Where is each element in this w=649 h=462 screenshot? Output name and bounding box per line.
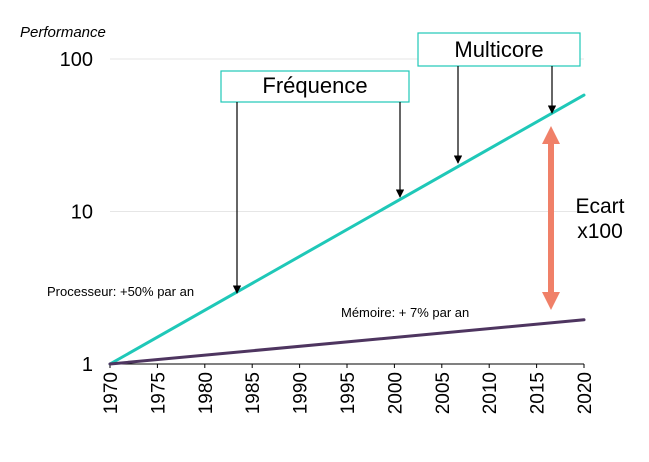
x-tick-label: 1975 (148, 372, 169, 414)
multicore-box (417, 32, 581, 67)
series-line-memory (108, 318, 586, 366)
y-axis-ticks: 1 10 100 (60, 49, 93, 376)
frequence-label: Fréquence (262, 73, 367, 98)
multicore-callout: Multicore (417, 32, 581, 164)
x-tick-label: 2000 (385, 372, 406, 414)
x-tick-label: 1990 (291, 372, 312, 414)
gap-arrow-head-bottom (542, 292, 560, 310)
gap-arrow-head-top (542, 126, 560, 144)
frequence-box (220, 70, 410, 103)
x-tick-label: 1995 (338, 372, 359, 414)
x-tick-label: 1970 (101, 372, 122, 414)
gap-label-line2: x100 (577, 220, 623, 243)
x-tick-label: 2015 (528, 372, 549, 414)
x-tick-label: 1980 (196, 372, 217, 414)
multicore-label: Multicore (454, 37, 543, 62)
gap-label-line1: Ecart (575, 195, 624, 218)
x-tick-label: 2020 (575, 372, 596, 414)
y-tick-label: 1 (82, 354, 93, 376)
series-line-processor (108, 93, 586, 366)
x-tick-label: 2005 (433, 372, 454, 414)
x-tick-label: 2010 (480, 372, 501, 414)
series-group (108, 93, 586, 366)
y-axis-label: Performance (20, 24, 106, 41)
x-tick-label: 1985 (243, 372, 264, 414)
frequence-callout: Fréquence (220, 70, 410, 294)
processor-annotation: Processeur: +50% par an (47, 284, 194, 299)
gap-arrow (542, 126, 560, 310)
x-axis-ticks: 1970 1975 1980 1985 1990 1995 2000 2005 2010 2015… (101, 363, 596, 414)
y-tick-label: 100 (60, 49, 93, 71)
memory-annotation: Mémoire: + 7% par an (341, 305, 469, 320)
y-tick-label: 10 (71, 202, 93, 224)
